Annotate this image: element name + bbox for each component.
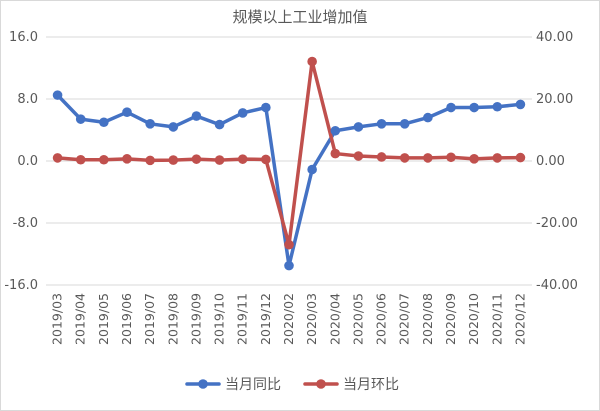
x-axis-tick-label: 2019/05 <box>96 293 111 345</box>
left-axis-tick-label: -16.0 <box>4 278 38 293</box>
series-2-point <box>376 152 387 162</box>
legend-marker-1 <box>198 379 208 389</box>
x-axis-tick-label: 2019/07 <box>142 293 157 345</box>
x-axis-tick-label: 2019/12 <box>258 293 273 345</box>
x-axis-tick-label: 2020/07 <box>397 293 412 345</box>
series-1-point <box>261 102 271 113</box>
series-2-point <box>75 154 86 165</box>
series-1-point <box>99 117 109 128</box>
left-axis-tick-label: -8.0 <box>13 216 38 231</box>
series-1-point <box>492 101 503 112</box>
series-1-point <box>237 108 248 118</box>
x-axis-tick-label: 2019/09 <box>188 293 203 345</box>
series-1-point <box>284 260 294 271</box>
series-2-point <box>307 56 317 67</box>
legend-label-2: 当月环比 <box>343 377 399 393</box>
series-2-point <box>492 153 503 163</box>
series-1-point <box>191 111 202 121</box>
left-axis-tick-label: 16.0 <box>9 30 38 45</box>
right-axis-ticks: 40.00 20.00 0.00 -20.00 -40.00 <box>536 30 578 293</box>
series-2-point <box>145 155 155 166</box>
series-2-point <box>284 239 294 250</box>
right-axis-tick-label: -40.00 <box>536 278 578 293</box>
series-2-point <box>515 152 526 163</box>
right-axis-tick-label: 40.00 <box>536 30 573 45</box>
series-1-point <box>145 119 155 129</box>
x-axis-tick-label: 2020/06 <box>374 293 389 345</box>
x-axis-tick-label: 2020/12 <box>512 293 527 345</box>
x-axis-tick-label: 2020/11 <box>489 293 504 345</box>
x-axis-tick-label: 2020/05 <box>350 293 365 345</box>
x-axis-tick-label: 2019/04 <box>73 293 88 345</box>
series-1-point <box>376 119 387 129</box>
left-axis-ticks: 16.0 8.0 0.0 -8.0 -16.0 <box>4 30 38 293</box>
x-axis-ticks: 2019/03 2019/04 2019/05 2019/06 2019/07 2019/… <box>50 293 528 345</box>
x-axis-tick-label: 2019/08 <box>165 293 180 345</box>
series-1-point <box>330 125 341 136</box>
series-2-point <box>168 155 179 165</box>
right-axis-tick-label: 0.00 <box>536 154 565 169</box>
series-1-point <box>469 102 479 113</box>
left-axis-tick-label: 0.0 <box>17 154 38 169</box>
x-axis-tick-label: 2020/04 <box>327 293 342 345</box>
x-axis-tick-label: 2020/10 <box>466 293 481 345</box>
series-1-point <box>52 90 63 100</box>
series-1-point <box>515 99 526 110</box>
right-axis-tick-label: 20.00 <box>536 92 573 107</box>
x-axis-tick-label: 2020/02 <box>281 293 296 345</box>
series-2-point <box>191 154 202 164</box>
x-axis-tick-label: 2020/03 <box>304 293 319 345</box>
series-2-point <box>261 154 271 165</box>
x-axis-tick-label: 2019/03 <box>50 293 65 345</box>
x-axis-tick-label: 2019/11 <box>235 293 250 345</box>
x-axis-tick-label: 2019/10 <box>212 293 227 345</box>
series-1-point <box>307 164 317 175</box>
series-2-point <box>353 151 364 161</box>
left-axis-tick-label: 8.0 <box>17 92 38 107</box>
series-2-point <box>52 153 63 163</box>
series-2-point <box>423 153 433 163</box>
series-1-point <box>75 114 86 124</box>
x-axis-tick-label: 2020/08 <box>420 293 435 345</box>
series-1-point <box>353 122 364 132</box>
right-axis-tick-label: -20.00 <box>536 216 578 231</box>
x-axis-tick-label: 2019/06 <box>119 293 134 345</box>
series-2-point <box>237 154 248 164</box>
series-2-point <box>399 153 410 163</box>
legend-label-1: 当月同比 <box>225 377 281 393</box>
legend-marker-2 <box>316 379 326 389</box>
series-2-point <box>122 154 132 164</box>
series-2-point <box>446 152 456 163</box>
series-points <box>52 56 526 271</box>
x-axis-tick-label: 2020/09 <box>443 293 458 345</box>
series-2-point <box>330 148 341 159</box>
series-1-point <box>446 102 456 113</box>
series-1-point <box>214 119 225 130</box>
series-2-point <box>99 154 109 165</box>
series-1-point <box>423 112 433 123</box>
series-2-point <box>214 155 225 165</box>
legend: 当月同比 当月环比 <box>185 377 399 393</box>
series-2-point <box>469 154 479 164</box>
series-1-point <box>399 119 410 129</box>
series-1-point <box>122 107 132 117</box>
series-1-point <box>168 122 179 132</box>
chart-title: 规模以上工业增加值 <box>232 8 367 26</box>
